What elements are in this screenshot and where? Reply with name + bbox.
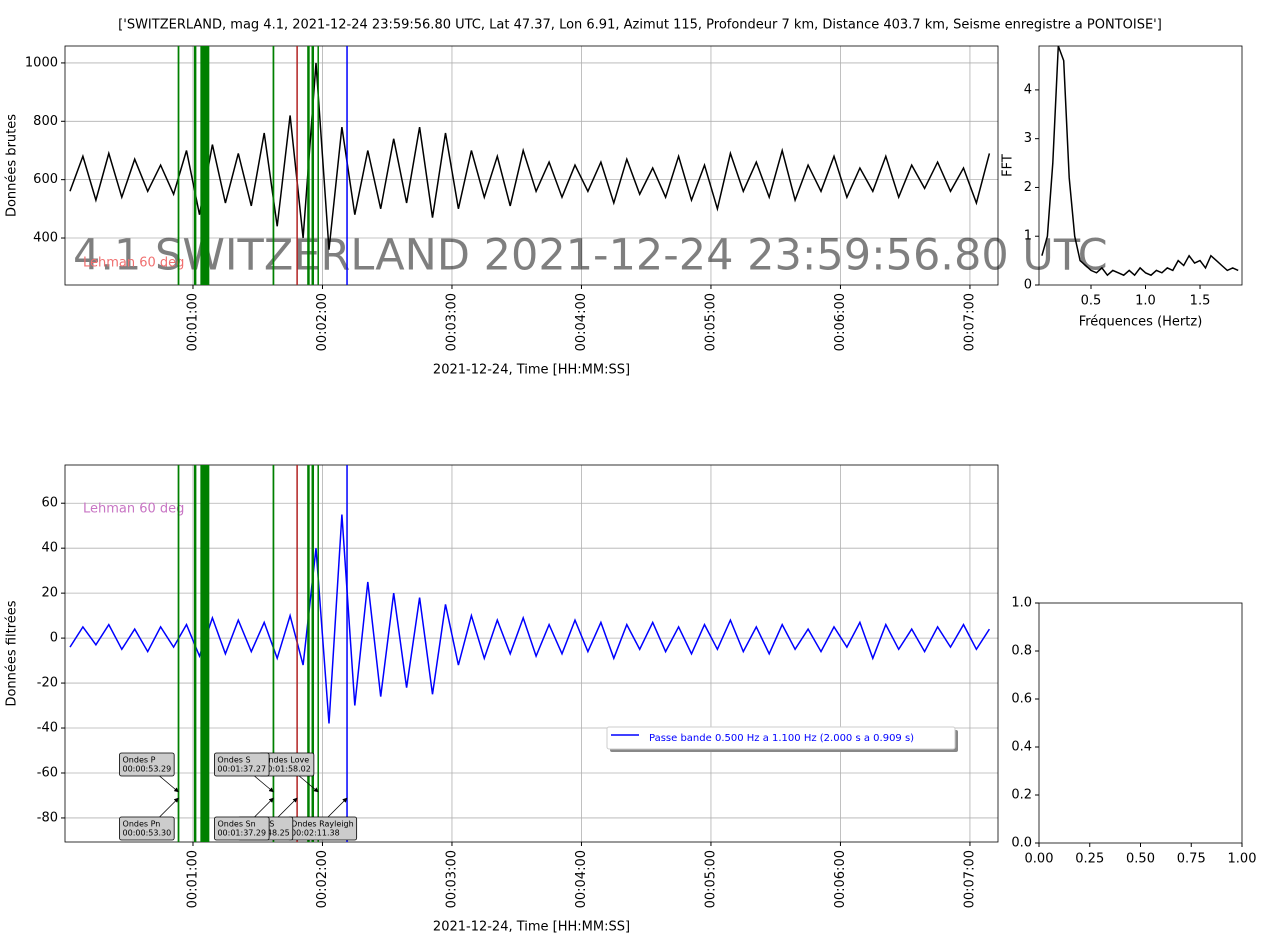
x-tick-label: 00:06:00 [833,850,848,908]
y-tick-label: 800 [33,114,58,129]
x-axis-label: 2021-12-24, Time [HH:MM:SS] [433,920,630,935]
plot-area [1041,46,1239,277]
x-axis-label: 2021-12-24, Time [HH:MM:SS] [433,363,630,378]
x-tick-label: 0.5 [1081,294,1102,309]
phase-name: Ondes S [217,756,250,765]
legend-label: Passe bande 0.500 Hz a 1.100 Hz (2.000 s… [649,733,914,744]
y-tick-label: 0.8 [1011,644,1032,659]
phase-name: Ondes Pn [123,820,161,829]
y-tick-label: 0.6 [1011,692,1032,707]
x-tick-label: 00:03:00 [444,850,459,908]
phase-arrow [254,775,274,793]
y-tick-label: 0 [50,631,58,646]
phase-time: 00:00:53.29 [123,765,172,774]
phase-time: 00:01:58.02 [262,765,311,774]
phase-name: Ondes P [123,756,156,765]
phase-name: Ondes Rayleigh [291,820,354,829]
x-tick-label: 0.75 [1177,852,1206,867]
x-tick-label: 00:02:00 [315,850,330,908]
y-axis-label: Données brutes [5,114,20,217]
y-tick-label: 0.0 [1011,836,1032,851]
data-line [69,514,991,724]
y-tick-label: 1.0 [1011,596,1032,611]
x-tick-label: 1.00 [1228,852,1257,867]
plot-area [69,514,991,724]
phase-name: Ondes Sn [217,820,255,829]
axes-frame [1038,602,1243,844]
x-tick-label: 00:03:00 [444,293,459,351]
watermark: 4.1 SWITZERLAND 2021-12-24 23:59:56.80 U… [73,231,1108,281]
y-tick-label: -20 [37,676,58,691]
y-axis-label: Données filtrées [5,600,20,706]
figure-title: ['SWITZERLAND, mag 4.1, 2021-12-24 23:59… [118,18,1162,33]
phase-box [119,816,175,841]
phase-arrow [254,797,274,818]
phase-lines [177,46,348,285]
y-tick-label: 1000 [25,55,58,70]
x-axis-label: Fréquences (Hertz) [1079,315,1203,330]
x-tick-label: 00:04:00 [574,293,589,351]
y-axis-label: FFT [1001,154,1016,177]
phase-box [214,816,270,841]
x-tick-label: 00:04:00 [574,850,589,908]
y-tick-label: 0.4 [1011,740,1032,755]
phase-box [214,752,270,777]
x-tick-label: 00:07:00 [962,850,977,908]
phase-time: 00:02:11.38 [291,829,340,838]
phase-time: 00:01:37.29 [217,829,266,838]
phase-arrow [159,775,179,793]
y-tick-label: -40 [37,721,58,736]
phase-annotation: Ondes S00:01:37.27 [214,752,274,793]
y-tick-label: 600 [33,172,58,187]
x-tick-label: 0.25 [1075,852,1104,867]
phase-annotation: Ondes P00:00:53.29 [119,752,179,793]
x-tick-label: 00:07:00 [962,293,977,351]
x-tick-label: 00:05:00 [703,850,718,908]
phase-time: 00:00:53.30 [123,829,172,838]
axes-frame [64,464,999,843]
x-tick-label: 0.50 [1126,852,1155,867]
phase-lines [177,465,348,842]
data-line [1041,46,1239,277]
x-tick-label: 00:01:00 [185,850,200,908]
y-tick-label: 0.2 [1011,788,1032,803]
axes-frame [1038,45,1243,286]
axes-frame [64,45,999,286]
x-tick-label: 1.5 [1190,294,1211,309]
y-tick-label: 40 [41,541,58,556]
phase-arrow [298,775,319,793]
plot-area [69,62,991,250]
phase-name: Ondes Love [262,756,309,765]
legend-box [606,726,956,750]
x-tick-label: 0.00 [1025,852,1054,867]
y-tick-label: 20 [41,586,58,601]
data-line [69,62,991,250]
phase-arrow [277,797,298,818]
y-tick-label: -80 [37,810,58,825]
phase-time: 00:01:37.27 [217,765,266,774]
y-tick-label: 0 [1024,278,1032,293]
phase-box [119,752,175,777]
x-tick-label: 00:01:00 [185,293,200,351]
y-tick-label: 400 [33,231,58,246]
y-tick-label: 2 [1024,180,1032,195]
y-tick-label: 4 [1024,82,1032,97]
phase-arrow [159,797,179,818]
x-tick-label: 1.0 [1135,294,1156,309]
x-tick-label: 00:06:00 [833,293,848,351]
y-tick-label: -60 [37,765,58,780]
x-tick-label: 00:02:00 [315,293,330,351]
y-tick-label: 3 [1024,131,1032,146]
y-tick-label: 60 [41,496,58,511]
x-tick-label: 00:05:00 [703,293,718,351]
note: Lehman 60 deg [83,502,184,517]
y-tick-label: 1 [1024,229,1032,244]
phase-arrow [327,797,348,818]
note: Lehman 60 deg [83,256,184,271]
